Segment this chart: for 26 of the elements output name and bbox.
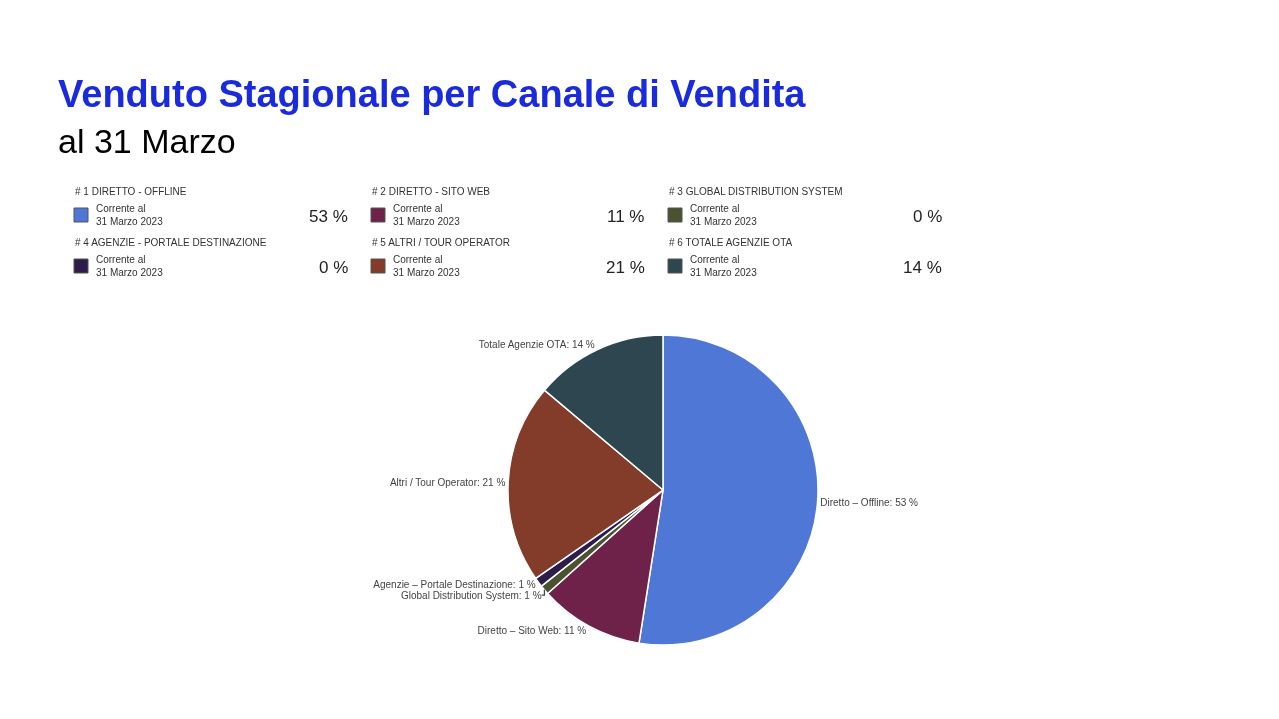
data-label: Global Distribution System: 1 % bbox=[400, 589, 542, 601]
text: Corrente al 31 Marzo 2023 bbox=[96, 254, 164, 278]
text: 11 % bbox=[607, 207, 645, 226]
text: 0 % bbox=[913, 207, 943, 226]
category-label: # 2 DIRETTO - SITO WEB bbox=[372, 186, 491, 197]
text: 21 % bbox=[606, 258, 645, 277]
text: Corrente al 31 Marzo 2023 bbox=[393, 203, 461, 227]
data-label: Agenzie – Portale Destinazione: 1 % bbox=[373, 578, 536, 590]
text: Corrente al 31 Marzo 2023 bbox=[690, 254, 758, 278]
category-label: # 6 TOTALE AGENZIE OTA bbox=[669, 237, 793, 248]
data-label: Diretto – Sito Web: 11 % bbox=[477, 624, 587, 636]
text: 53 % bbox=[309, 207, 348, 226]
data-label: Totale Agenzie OTA: 14 % bbox=[478, 339, 595, 351]
text: al 31 Marzo bbox=[58, 122, 236, 160]
category-label: # 4 AGENZIE - PORTALE DESTINAZIONE bbox=[75, 237, 267, 248]
text: 14 % bbox=[903, 258, 942, 277]
text: Corrente al 31 Marzo 2023 bbox=[393, 254, 461, 278]
text: Venduto Stagionale per Canale di Vendita bbox=[58, 73, 807, 115]
text: 0 % bbox=[319, 258, 349, 277]
category-label: # 3 GLOBAL DISTRIBUTION SYSTEM bbox=[669, 186, 843, 197]
data-label: Diretto – Offline: 53 % bbox=[820, 496, 919, 508]
category-label: # 1 DIRETTO - OFFLINE bbox=[75, 186, 187, 197]
text: Corrente al 31 Marzo 2023 bbox=[96, 203, 164, 227]
text: Corrente al 31 Marzo 2023 bbox=[690, 203, 758, 227]
data-label: Altri / Tour Operator: 21 % bbox=[389, 477, 506, 489]
category-label: # 5 ALTRI / TOUR OPERATOR bbox=[372, 237, 511, 248]
